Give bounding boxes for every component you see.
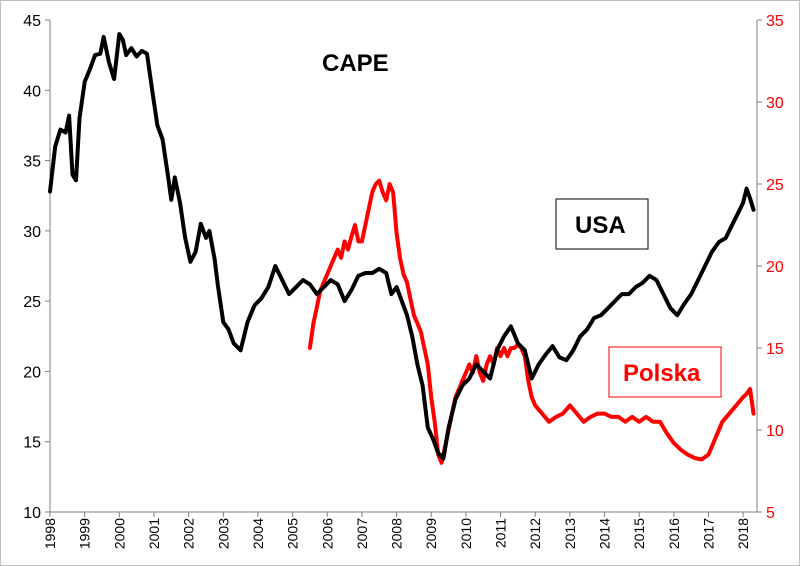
polska-annotation-box — [608, 346, 722, 398]
x-tick-label: 2012 — [527, 518, 543, 549]
chart-title: CAPE — [322, 50, 389, 77]
x-tick-label: 2002 — [181, 518, 197, 549]
y-left-tick-label: 45 — [23, 13, 41, 30]
usa-annotation: USA — [555, 198, 649, 250]
x-tick-label: 2009 — [423, 518, 439, 549]
usa-annotation-text: USA — [575, 212, 626, 239]
y-left-tick-label: 35 — [23, 154, 41, 171]
x-tick-label: 2014 — [597, 518, 613, 549]
y-right-tick-label: 20 — [766, 259, 784, 276]
x-tick-label: 1998 — [42, 518, 58, 549]
y-right-tick-label: 10 — [766, 423, 784, 440]
x-tick-label: 2011 — [493, 518, 509, 548]
x-tick-label: 2006 — [319, 518, 335, 549]
y-left-tick-label: 20 — [23, 364, 41, 381]
y-right-tick-label: 25 — [766, 177, 784, 194]
y-left-tick-label: 40 — [23, 83, 41, 100]
x-tick-label: 2013 — [562, 518, 578, 549]
y-right-tick-label: 30 — [766, 95, 784, 112]
y-axis-right-ticks: 5 10 15 20 25 30 35 — [757, 13, 784, 522]
x-tick-label: 1999 — [77, 518, 93, 549]
x-axis-ticks: 1998 1999 2000 2001 2002 2003 2004 2005 2006 2007… — [42, 512, 751, 549]
series-layer — [48, 32, 756, 465]
usa-annotation-box — [555, 198, 649, 250]
x-tick-label: 2017 — [700, 518, 716, 549]
x-tick-label: 2016 — [666, 518, 682, 549]
x-tick-label: 2005 — [285, 518, 301, 549]
x-tick-label: 2004 — [250, 518, 266, 549]
x-tick-label: 2003 — [215, 518, 231, 549]
y-left-tick-label: 30 — [23, 224, 41, 241]
y-left-tick-label: 10 — [23, 505, 41, 522]
y-right-tick-label: 5 — [766, 505, 775, 522]
x-tick-label: 2018 — [735, 518, 751, 549]
y-left-tick-label: 15 — [23, 435, 41, 452]
y-right-tick-label: 35 — [766, 13, 784, 30]
y-axis-left-ticks: 10 15 20 25 30 35 40 45 — [23, 13, 50, 522]
series-line-usa — [48, 32, 756, 461]
y-left-tick-label: 25 — [23, 294, 41, 311]
polska-annotation-text: Polska — [623, 360, 701, 387]
polska-annotation: Polska — [608, 346, 722, 398]
x-tick-label: 2008 — [389, 518, 405, 549]
x-tick-label: 2010 — [458, 518, 474, 549]
y-right-tick-label: 15 — [766, 341, 784, 358]
x-tick-label: 2000 — [111, 518, 127, 549]
x-tick-label: 2001 — [146, 518, 162, 549]
series-line-polska — [307, 178, 756, 465]
x-tick-label: 2015 — [631, 518, 647, 549]
x-tick-label: 2007 — [354, 518, 370, 549]
